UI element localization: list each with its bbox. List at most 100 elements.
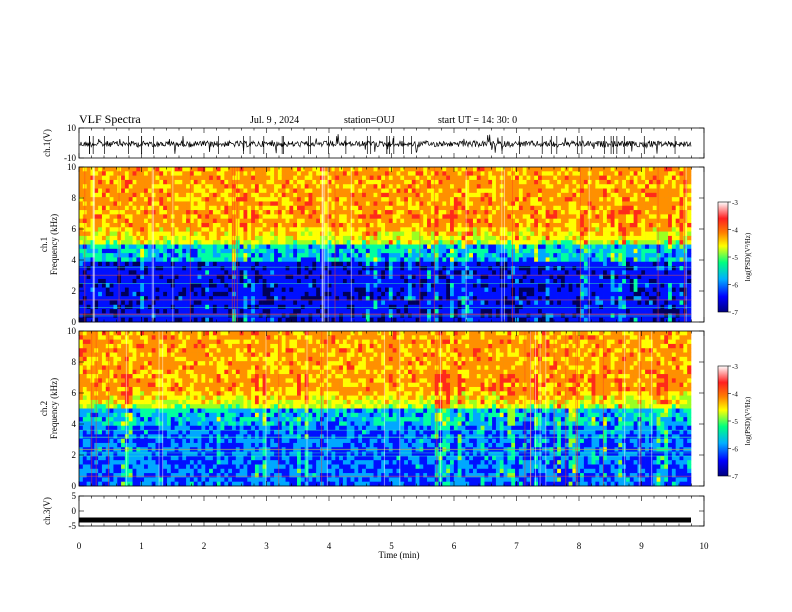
spectrogram-cell — [327, 317, 332, 323]
spectrogram-cell — [220, 300, 225, 306]
spectrogram-cell — [166, 244, 172, 250]
spectrogram-cell — [480, 167, 485, 172]
spectrogram-cell — [228, 240, 233, 245]
spectrogram-cell — [342, 270, 348, 275]
spectrogram-cell — [113, 283, 118, 288]
spectrogram-cell — [189, 283, 195, 288]
spectrogram-cell — [274, 253, 279, 258]
spectrogram-cell — [495, 197, 501, 202]
spectrogram-cell — [400, 317, 405, 323]
spectrogram-cell — [484, 261, 489, 267]
spectrogram-cell — [289, 222, 294, 228]
spectrogram-cell — [331, 296, 336, 301]
spectrogram-cell — [159, 214, 164, 219]
spectrogram-cell — [346, 197, 351, 202]
spectrogram-cell — [411, 296, 416, 301]
spectrogram-cell — [549, 188, 554, 194]
spectrogram-cell — [430, 179, 436, 185]
spectrogram-cell — [346, 291, 351, 297]
spectrogram-cell — [251, 278, 256, 284]
spectrogram-cell — [182, 274, 187, 280]
spectrogram-cell — [339, 201, 344, 207]
spectrogram-cell — [385, 261, 390, 267]
spectrogram-cell — [300, 300, 305, 306]
spectrogram-cell — [297, 192, 302, 198]
spectrogram-cell — [560, 248, 566, 254]
spectrogram-cell — [369, 188, 374, 194]
spectrogram-cell — [209, 253, 214, 258]
spectrogram-cell — [392, 184, 397, 189]
spectrogram-cell — [90, 266, 95, 271]
spectrogram-cell — [132, 270, 137, 275]
spectrogram-cell — [450, 240, 455, 245]
spectrogram-cell — [247, 218, 252, 224]
spectrogram-cell — [216, 317, 221, 323]
spectrogram-cell — [216, 309, 221, 314]
spectrogram-cell — [419, 171, 424, 176]
spectrogram-cell — [534, 257, 539, 263]
spectrogram-cell — [511, 266, 516, 271]
spectrogram-cell — [564, 248, 569, 254]
spectrogram-cell — [434, 287, 439, 293]
spectrogram-cell — [541, 192, 546, 198]
spectrogram-cell — [453, 227, 458, 232]
spectrogram-cell — [515, 210, 520, 215]
spectrogram-cell — [442, 192, 447, 198]
spectrogram-cell — [79, 179, 84, 185]
spectrogram-cell — [515, 192, 520, 198]
spectrogram-cell — [492, 205, 497, 211]
spectrogram-cell — [182, 270, 187, 275]
spectrogram-cell — [346, 201, 351, 207]
spectrogram-cell — [304, 210, 309, 215]
spectrogram-cell — [323, 222, 328, 228]
spectrogram-cell — [254, 197, 260, 202]
spectrogram-cell — [124, 304, 130, 310]
spectrogram-cell — [201, 205, 206, 211]
spectrogram-cell — [335, 244, 340, 250]
spectrogram-cell — [480, 274, 485, 280]
spectrogram-cell — [178, 300, 183, 306]
spectrogram-cell — [381, 270, 386, 275]
spectrogram-cell — [396, 201, 401, 207]
spectrogram-cell — [453, 274, 458, 280]
spectrogram-cell — [155, 192, 160, 198]
spectrogram-cell — [323, 283, 328, 288]
spectrogram-cell — [300, 171, 305, 176]
spectrogram-cell — [166, 291, 172, 297]
spectrogram-cell — [442, 317, 447, 323]
spectrogram-cell — [155, 167, 160, 172]
spectrogram-cell — [239, 205, 244, 211]
spectrogram-cell — [331, 278, 336, 284]
spectrogram-cell — [90, 210, 95, 215]
spectrogram-cell — [587, 248, 592, 254]
spectrogram-cell — [140, 296, 145, 301]
spectrogram-cell — [419, 197, 424, 202]
spectrogram-cell — [530, 192, 535, 198]
spectrogram-cell — [289, 291, 294, 297]
spectrogram-cell — [339, 188, 344, 194]
spectrogram-cell — [450, 317, 455, 323]
spectrogram-cell — [576, 257, 581, 263]
spectrogram-cell — [518, 235, 524, 241]
spectrogram-cell — [587, 214, 592, 219]
spectrogram-cell — [281, 248, 286, 254]
spectrogram-cell — [243, 300, 248, 306]
spectrogram-cell — [281, 205, 286, 211]
spectrogram-cell — [411, 287, 416, 293]
spectrogram-cell — [90, 261, 95, 267]
spectrogram-cell — [549, 257, 554, 263]
spectrogram-cell — [101, 197, 107, 202]
spectrogram-cell — [568, 171, 573, 176]
spectrogram-cell — [90, 287, 95, 293]
spectrogram-cell — [453, 278, 458, 284]
spectrogram-cell — [587, 222, 592, 228]
spectrogram-cell — [450, 205, 455, 211]
spectrogram-cell — [434, 296, 439, 301]
spectrogram-cell — [480, 227, 485, 232]
spectrogram-cell — [274, 244, 279, 250]
spectrogram-cell — [304, 266, 309, 271]
spectrogram-cell — [495, 218, 501, 224]
spectrogram-cell — [239, 184, 244, 189]
spectrogram-cell — [564, 218, 569, 224]
spectrogram-cell — [526, 227, 531, 232]
